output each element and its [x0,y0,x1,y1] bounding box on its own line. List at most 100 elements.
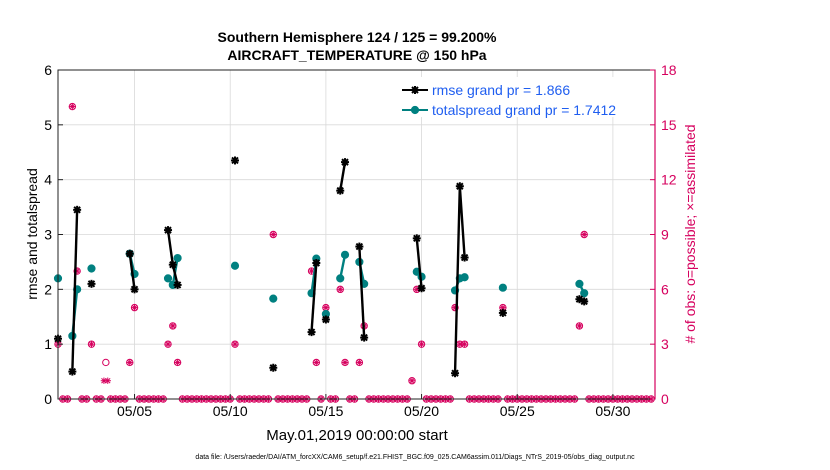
x-tick-label: 05/15 [308,403,343,419]
rmse-point [68,367,77,376]
rmse-point [173,280,182,289]
obs-assimilated-marker [231,340,239,348]
rmse-line [358,246,366,338]
spread-point [163,274,173,283]
obs-assimilated-marker [174,359,181,366]
spread-point [336,274,345,283]
rmse-point [360,333,369,342]
y-left-axis-label: rmse and totalspread [24,168,40,300]
footnote-data-file: data file: /Users/raeder/DAI/ATM_forcXX/… [195,454,635,461]
legend-rmse-marker [411,86,419,94]
grid-lines [58,70,655,399]
legend-rmse-star [411,86,419,94]
obs-assimilated-marker [313,359,320,366]
chart-title-line1: Southern Hemisphere 124 / 125 = 99.200% [218,29,498,45]
rmse-point [87,279,96,288]
rmse-point [312,259,321,268]
x-tick-label: 05/05 [117,403,152,419]
spread-point [230,261,240,270]
spread-point [269,294,278,303]
rmse-line [310,262,318,333]
x-axis-label: May.01,2019 00:00:00 start [266,427,448,444]
y-left-tick-label: 1 [44,336,52,352]
y-right-tick-label: 9 [661,227,669,243]
y-right-tick-label: 6 [661,281,669,297]
x-tick-label: 05/30 [595,403,630,419]
y-right-axis-ticks: 0 3 6 9 12 15 18 [650,62,677,407]
obs-assimilated-marker [69,103,76,110]
x-axis-ticks: 05/05 05/10 05/15 05/20 05/25 05/30 [117,394,631,419]
y-left-tick-label: 2 [44,281,52,297]
rmse-point [580,297,589,306]
y-right-tick-label: 0 [661,391,669,407]
rmse-line [415,238,423,289]
rmse-point [130,285,139,294]
series-lines [53,156,589,378]
rmse-point [321,315,330,324]
spread-point [87,264,96,273]
y-left-tick-label: 5 [44,117,52,133]
legend-rmse-label: rmse grand pr = 1.866 [432,82,570,98]
obs-assimilated-marker [418,340,425,348]
spread-point [460,273,469,282]
rmse-point [164,226,173,235]
rmse-point [269,363,278,372]
y-right-tick-label: 12 [661,172,677,188]
y-left-tick-label: 3 [44,227,52,243]
obs-assimilated-marker [88,340,95,348]
spread-point [340,250,350,259]
spread-point [580,289,589,298]
obs-assimilated-marker [341,359,349,366]
obs-assimilated-marker [126,359,133,366]
x-tick-label: 05/10 [213,403,248,419]
y-right-axis-label: # of obs: o=possible; ×=assimilated [682,124,698,343]
rmse-line [128,253,136,290]
y-left-tick-label: 6 [44,62,52,78]
y-right-tick-label: 18 [661,62,677,78]
chart-title-line2: AIRCRAFT_TEMPERATURE @ 150 hPa [227,47,486,63]
rmse-line [71,209,79,372]
obs-assimilated-marker [308,267,315,275]
obs-assimilated-marker [576,322,583,330]
y-right-tick-label: 3 [661,336,669,352]
rmse-point [341,158,350,167]
obs-assimilated-marker [581,231,588,238]
rmse-point [460,253,469,262]
y-right-tick-label: 15 [661,117,677,133]
rmse-point [451,369,460,378]
legend-spread-marker [410,105,420,115]
rmse-line [339,161,347,191]
obs-assimilated-marker [131,304,138,311]
rmse-point [417,284,426,293]
y-left-tick-label: 4 [44,172,52,188]
rmse-point [412,234,421,243]
obs-assimilated-marker [270,231,277,238]
rmse-point [455,182,464,191]
rmse-point [230,156,239,165]
obs-assimilated-marker [461,340,468,348]
x-tick-label: 05/25 [500,403,535,419]
obs-assimilated-marker [164,340,172,348]
rmse-point [168,260,177,269]
spread-point [575,279,584,288]
spread-point [498,283,507,292]
y-left-tick-label: 0 [44,391,52,407]
obs-possible-marker [102,358,110,367]
obs-assimilated-marker [322,304,330,311]
obs-assimilated-marker [408,377,416,384]
x-tick-label: 05/20 [404,403,439,419]
spread-point [173,253,182,263]
obs-assimilated-marker [104,377,111,384]
rmse-point [73,205,82,214]
obs-assimilated-marker [169,322,177,330]
y-left-axis-ticks: 0 1 2 3 4 5 6 [44,62,63,407]
legend: rmse grand pr = 1.866 totalspread grand … [398,77,650,118]
legend-spread-label: totalspread grand pr = 1.7412 [432,102,616,118]
obs-assimilated-marker [356,359,363,366]
obs-count-markers [54,102,655,403]
rmse-point [307,328,316,337]
rmse-point [498,308,507,317]
rmse-point [125,249,134,258]
obs-assimilated-marker [337,286,344,293]
